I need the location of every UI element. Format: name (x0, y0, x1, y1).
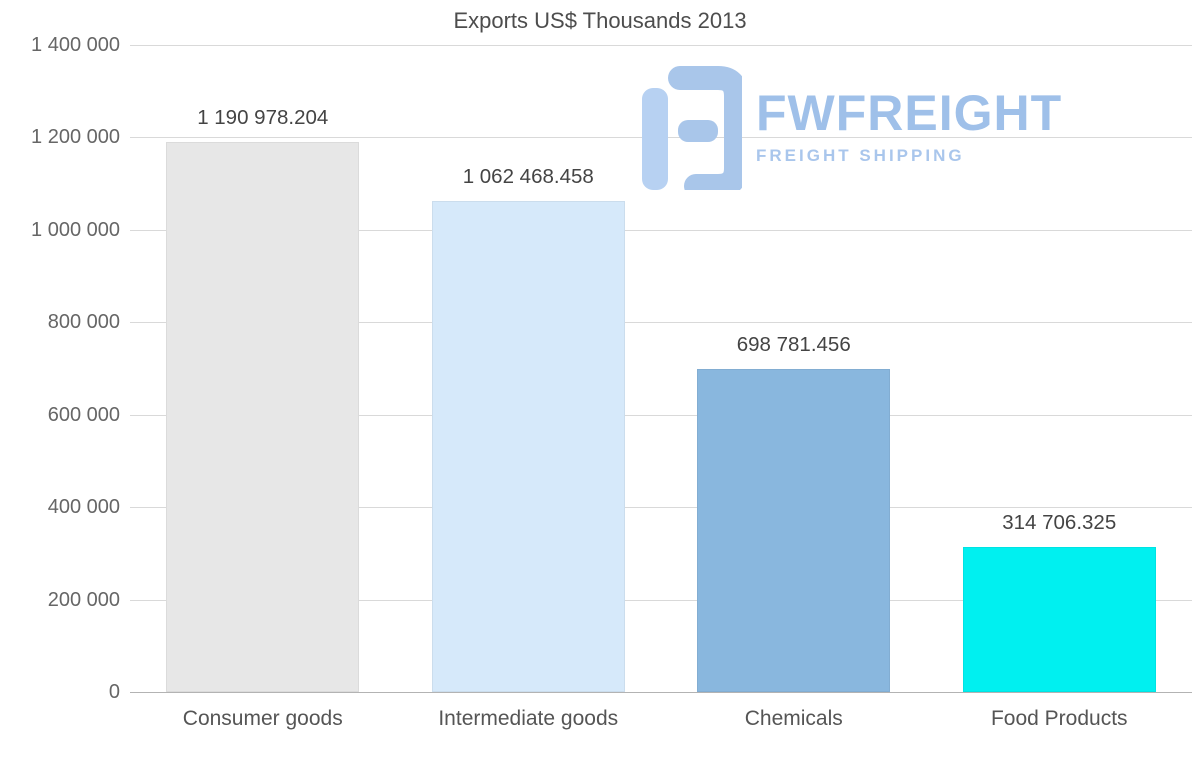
y-axis-tick-label: 600 000 (47, 403, 120, 426)
bar-consumer-goods (166, 141, 360, 692)
gridline (130, 599, 1192, 601)
chart-title: Exports US$ Thousands 2013 (453, 8, 747, 33)
gridline (130, 507, 1192, 509)
gridline (130, 229, 1192, 231)
y-axis-tick-label: 400 000 (47, 496, 120, 519)
x-axis-category-label: Intermediate goods (438, 707, 619, 730)
bar-value-label: 1 190 978.204 (197, 105, 329, 129)
y-axis-tick-label: 1 400 000 (31, 34, 120, 56)
x-axis-line (130, 692, 1192, 693)
gridline (130, 45, 1192, 46)
watermark-logo: FWFREIGHT FREIGHT SHIPPING (642, 64, 1063, 198)
y-axis-tick-label: 0 (108, 681, 120, 703)
y-axis-tick-label: 800 000 (47, 311, 120, 334)
y-axis-tick-label: 1 000 000 (31, 218, 120, 241)
x-axis-category-label: Consumer goods (182, 707, 343, 730)
watermark-text-block: FWFREIGHT FREIGHT SHIPPING (756, 64, 1063, 166)
gridline (130, 137, 1192, 139)
x-axis-category-label: Food Products (990, 707, 1128, 730)
bar-value-label: 314 706.325 (1002, 510, 1117, 534)
x-axis-category-label: Chemicals (744, 707, 843, 730)
gridline (130, 322, 1192, 324)
bar-intermediate-goods (431, 200, 625, 692)
bar-value-label: 1 062 468.458 (462, 164, 594, 188)
y-axis-tick-label: 1 200 000 (31, 126, 120, 149)
bar-chemicals (697, 369, 891, 692)
bar-food-products (962, 546, 1156, 692)
gridline (130, 414, 1192, 416)
watermark-brand-text: FWFREIGHT (756, 85, 1063, 141)
y-axis-tick-label: 200 000 (47, 588, 120, 611)
bar-value-label: 698 781.456 (736, 333, 851, 357)
watermark-tagline-text: FREIGHT SHIPPING (756, 146, 965, 165)
